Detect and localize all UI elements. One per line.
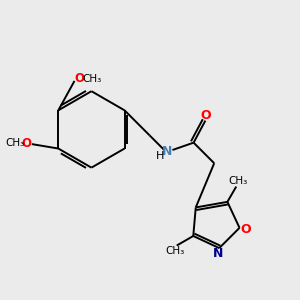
Text: CH₃: CH₃ [82,74,101,84]
Text: O: O [200,109,211,122]
Text: N: N [213,247,223,260]
Text: O: O [22,137,32,150]
Text: N: N [162,145,172,158]
Text: O: O [75,72,85,85]
Text: CH₃: CH₃ [166,246,185,256]
Text: O: O [241,223,251,236]
Text: CH₃: CH₃ [228,176,247,186]
Text: CH₃: CH₃ [5,138,25,148]
Text: H: H [156,151,164,161]
